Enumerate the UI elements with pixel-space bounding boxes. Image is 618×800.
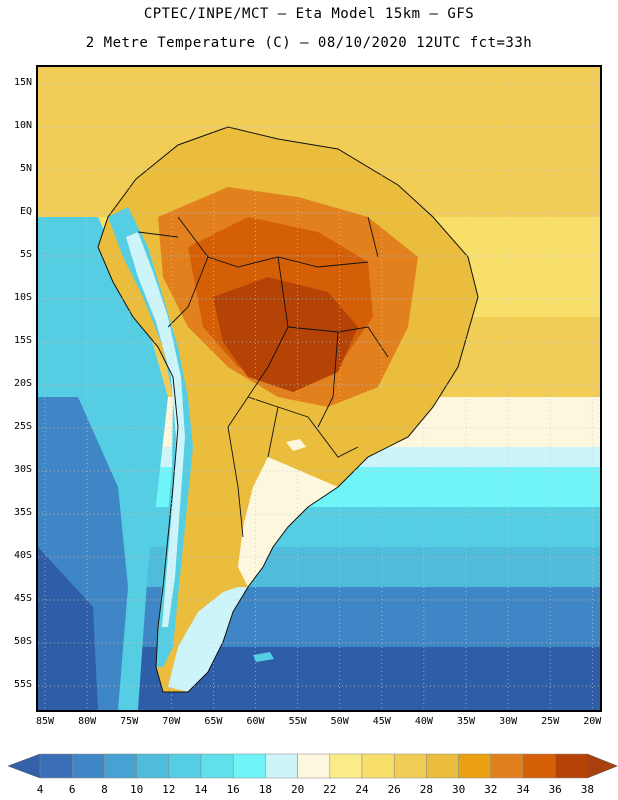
colorbar-swatch <box>200 753 234 779</box>
colorbar-label: 10 <box>129 783 144 796</box>
colorbar-swatch <box>426 753 459 779</box>
border-3 <box>317 331 339 428</box>
colorbar-swatch <box>136 753 170 779</box>
lon-label: 65W <box>204 716 223 727</box>
colorbar-swatch <box>104 753 137 779</box>
land-field <box>98 127 478 692</box>
lon-label: 50W <box>330 716 349 727</box>
title-line-1: CPTEC/INPE/MCT – Eta Model 15km – GFS <box>143 6 475 22</box>
lon-label: 55W <box>288 716 307 727</box>
lat-label: 5S <box>19 249 32 260</box>
colorbar-swatch <box>554 753 588 779</box>
colorbar-label: 16 <box>226 783 240 796</box>
colorbar-label: 8 <box>101 783 108 796</box>
lon-label: 30W <box>499 716 518 727</box>
lon-label: 40W <box>414 716 433 727</box>
colorbar-label: 38 <box>580 783 595 796</box>
border-1 <box>227 256 289 428</box>
colorbar-swatch <box>39 753 73 779</box>
lat-label: 30S <box>13 464 32 475</box>
colorbar-swatch <box>361 753 395 779</box>
map-gridlines <box>38 67 600 710</box>
map-panel <box>36 65 602 712</box>
lat-label: 35S <box>13 507 32 518</box>
colorbar-label: 30 <box>451 783 466 796</box>
lat-label: 45S <box>13 593 32 604</box>
northern-coast <box>136 127 398 207</box>
colorbar-swatch <box>458 753 492 779</box>
border-9 <box>137 231 179 238</box>
colorbar-swatch <box>329 753 363 779</box>
colorbar-swatch <box>297 753 331 779</box>
lat-label: 15S <box>13 335 32 346</box>
border-8 <box>227 426 244 538</box>
falkland-islands <box>253 652 274 662</box>
lon-label: 45W <box>372 716 391 727</box>
colorbar-swatch <box>522 753 556 779</box>
lat-label: 15N <box>13 77 32 88</box>
colorbar-label: 12 <box>162 783 176 796</box>
pacific-coldest-water <box>38 547 98 710</box>
country-borders <box>97 126 479 693</box>
lat-label: 10N <box>13 120 32 131</box>
colorbar-swatch <box>168 753 202 779</box>
lagoon-area <box>286 439 306 451</box>
colorbar-label: 26 <box>387 783 401 796</box>
colorbar-label: 32 <box>484 783 498 796</box>
colorbar-label: 14 <box>194 783 208 796</box>
colorbar-swatch <box>265 753 298 779</box>
title-line-2: 2 Metre Temperature (C) – 08/10/2020 12U… <box>85 35 533 51</box>
colorbar-swatch <box>490 753 524 779</box>
temperature-map <box>38 67 600 710</box>
lon-label: 25W <box>541 716 560 727</box>
colorbar-swatch <box>232 753 266 779</box>
lat-label: 40S <box>13 550 32 561</box>
colorbar-label: 6 <box>68 783 76 796</box>
border-6 <box>267 406 279 458</box>
border-0 <box>177 216 369 268</box>
colorbar-label: 20 <box>290 783 305 796</box>
colorbar-label: 22 <box>323 783 337 796</box>
colorbar-high-arrow <box>587 753 618 779</box>
colorbar-label: 34 <box>516 783 530 796</box>
lat-label: 20S <box>13 378 32 389</box>
colorbar-swatch <box>393 753 427 779</box>
border-10 <box>367 216 379 258</box>
lat-label: 10S <box>13 292 32 303</box>
coastline <box>97 126 479 693</box>
hottest-interior <box>213 277 358 392</box>
colorbar-low-arrow <box>7 753 41 779</box>
colorbar-label: 4 <box>36 783 44 796</box>
lon-label: 80W <box>78 716 97 727</box>
lon-label: 20W <box>583 716 602 727</box>
lon-label: 85W <box>35 716 55 727</box>
lat-label: 55S <box>13 679 32 690</box>
colorbar-swatch <box>71 753 105 779</box>
lon-label: 75W <box>120 716 139 727</box>
colorbar-label: 28 <box>419 783 434 796</box>
border-4 <box>167 256 209 328</box>
lon-label: 35W <box>456 716 476 727</box>
lon-label: 60W <box>246 716 265 727</box>
southern-cool-land <box>238 457 338 587</box>
patagonia-cold <box>168 587 248 692</box>
lon-label: 70W <box>162 716 181 727</box>
lat-label: 50S <box>13 636 32 647</box>
lat-label: EQ <box>19 206 32 217</box>
colorbar-label: 24 <box>355 783 369 796</box>
andes-ridge <box>126 232 185 627</box>
colorbar-label: 36 <box>548 783 562 796</box>
lat-label: 5N <box>19 163 32 174</box>
colorbar-label: 18 <box>258 783 273 796</box>
colorbar <box>7 753 618 779</box>
lat-label: 25S <box>13 421 32 432</box>
border-7 <box>307 416 359 458</box>
